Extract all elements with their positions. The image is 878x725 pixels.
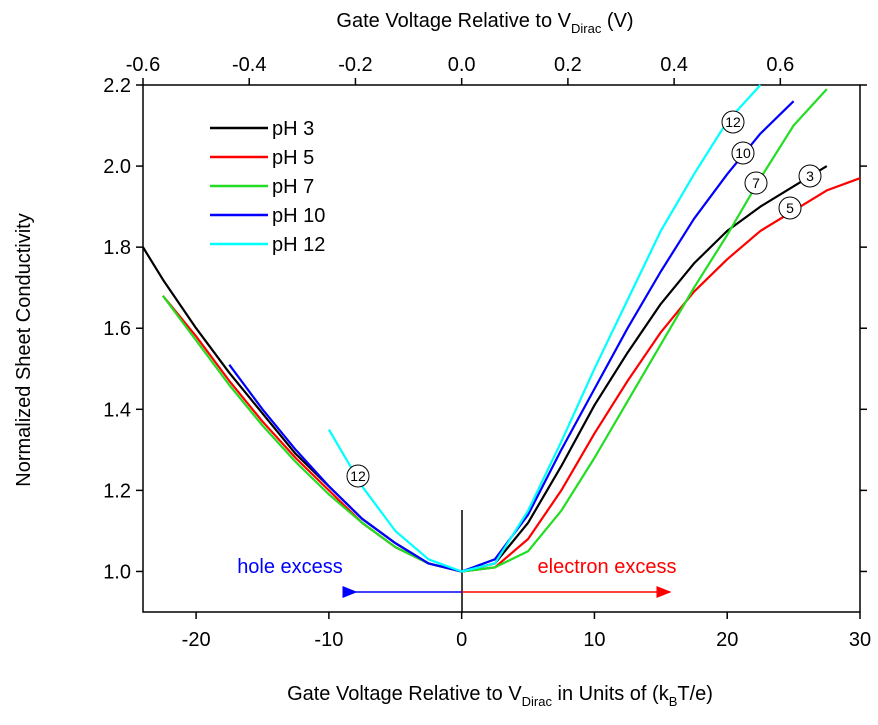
- plot-frame: [142, 84, 861, 613]
- x-label-part: T/e): [677, 683, 713, 705]
- annotation-circle: [744, 171, 768, 195]
- x2-label-part: (V): [601, 10, 633, 32]
- x-tick-label: 20: [716, 629, 738, 651]
- x-tick-label: -10: [314, 629, 343, 651]
- x-label-sub: B: [669, 694, 678, 709]
- x-tick-label: 30: [849, 629, 871, 651]
- x2-tick-label: 0.2: [554, 54, 582, 76]
- y-tick-label: 1.8: [103, 237, 131, 259]
- annotation: 7: [752, 175, 760, 191]
- series-line: [162, 177, 861, 573]
- y-tick-label: 1.0: [103, 561, 131, 583]
- annotation: 5: [786, 200, 794, 216]
- x2-label-sub: Dirac: [571, 21, 602, 36]
- x2-axis-label: Gate Voltage Relative to VDirac (V): [336, 10, 633, 36]
- y-axis-label: Normalized Sheet Conductivity: [13, 213, 35, 486]
- x-axis-label: Gate Voltage Relative to VDirac in Units…: [287, 683, 713, 709]
- series-line: [228, 100, 795, 573]
- x2-tick-label: 0.4: [660, 54, 688, 76]
- legend-label: pH 12: [272, 234, 325, 256]
- x2-label-part: Gate Voltage Relative to V: [336, 10, 571, 32]
- x2-tick-label: -0.2: [338, 54, 372, 76]
- legend-label: pH 10: [272, 205, 325, 227]
- x-tick-label: -20: [182, 629, 211, 651]
- x-tick-label: 0: [456, 629, 467, 651]
- y-tick-label: 1.2: [103, 480, 131, 502]
- x-label-part: Gate Voltage Relative to V: [287, 683, 522, 705]
- y-tick-label: 1.4: [103, 399, 131, 421]
- annotation-circle: [731, 141, 755, 165]
- x2-tick-label: 0.0: [448, 54, 476, 76]
- x2-tick-label: 0.6: [766, 54, 794, 76]
- legend-label: pH 5: [272, 147, 314, 169]
- annotation: 10: [735, 145, 751, 161]
- annotation: hole excess: [237, 556, 343, 578]
- x2-tick-label: -0.6: [126, 54, 160, 76]
- y-tick-label: 2.0: [103, 156, 131, 178]
- annotation-circle: [778, 196, 802, 220]
- x-label-part: in Units of (k: [552, 683, 670, 705]
- series-line: [142, 165, 828, 573]
- x2-tick-label: -0.4: [232, 54, 266, 76]
- series-line: [162, 88, 828, 573]
- annotation: 12: [725, 114, 741, 130]
- annotation-circle: [721, 110, 745, 134]
- annotation-circle: [798, 164, 822, 188]
- annotation: 12: [350, 468, 366, 484]
- annotation: 3: [806, 168, 814, 184]
- x-label-sub: Dirac: [522, 694, 553, 709]
- annotation: electron excess: [538, 556, 677, 578]
- y-tick-label: 1.6: [103, 318, 131, 340]
- x-tick-label: 10: [583, 629, 605, 651]
- legend-label: pH 7: [272, 176, 314, 198]
- annotation-circle: [346, 464, 370, 488]
- series-line: [327, 84, 762, 573]
- legend-label: pH 3: [272, 118, 314, 140]
- y-tick-label: 2.2: [103, 75, 131, 97]
